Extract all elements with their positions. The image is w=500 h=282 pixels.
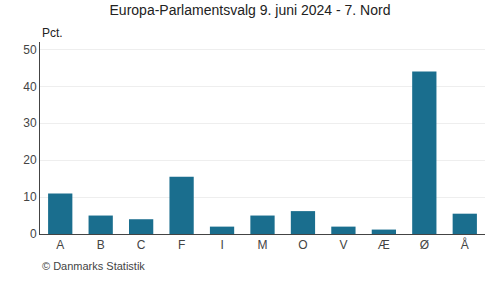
svg-text:V: V — [339, 238, 347, 252]
svg-text:B: B — [97, 238, 105, 252]
svg-text:I: I — [220, 238, 223, 252]
svg-text:M: M — [258, 238, 268, 252]
svg-text:Ø: Ø — [420, 238, 429, 252]
svg-text:40: 40 — [23, 80, 37, 94]
svg-text:Å: Å — [461, 237, 469, 252]
svg-text:O: O — [298, 238, 307, 252]
svg-text:Æ: Æ — [378, 238, 390, 252]
svg-text:50: 50 — [23, 43, 37, 57]
svg-text:30: 30 — [23, 116, 37, 130]
svg-text:20: 20 — [23, 153, 37, 167]
svg-text:© Danmarks Statistik: © Danmarks Statistik — [42, 260, 145, 272]
svg-text:C: C — [137, 238, 146, 252]
svg-text:F: F — [178, 238, 185, 252]
svg-text:10: 10 — [23, 190, 37, 204]
svg-text:Europa-Parlamentsvalg 9. juni: Europa-Parlamentsvalg 9. juni 2024 - 7. … — [110, 2, 391, 18]
svg-text:0: 0 — [30, 227, 37, 241]
svg-text:A: A — [56, 238, 64, 252]
svg-text:Pct.: Pct. — [42, 26, 63, 40]
